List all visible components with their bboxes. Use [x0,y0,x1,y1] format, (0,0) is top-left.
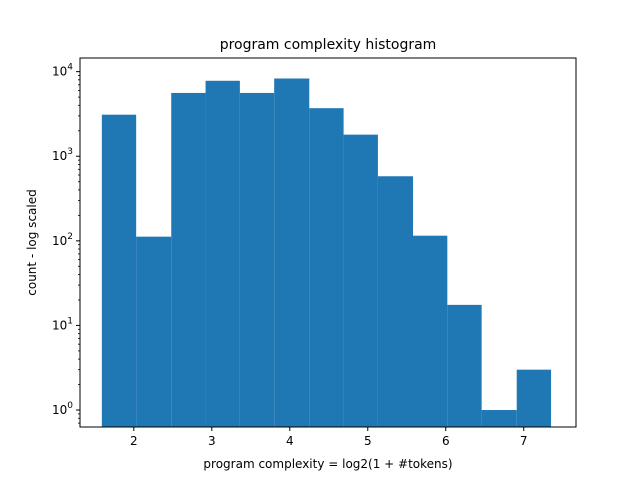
histogram-bar-2 [171,92,206,427]
histogram-bar-3 [205,80,240,427]
histogram-bar-4 [239,92,275,427]
axes-frame [79,57,577,428]
histogram-bar-1 [136,236,172,427]
histogram-bar-9 [413,235,448,427]
histogram-bar-0 [101,114,137,428]
y-tick-label-0: 100 [52,401,73,417]
x-tick-label-2: 4 [286,434,294,448]
y-tick-label-2: 102 [52,232,73,248]
x-tick-label-5: 7 [520,434,528,448]
histogram-bar-11 [481,410,517,427]
bars-group [101,78,552,428]
y-tick-label-3: 103 [52,147,73,163]
histogram-bar-7 [343,134,378,427]
histogram-bar-10 [447,304,482,427]
y-tick-label-1: 101 [52,316,73,332]
ticks-group: 2 3 4 5 6 7 100 101 102 103 104 [52,63,528,448]
x-tick-label-1: 3 [208,434,216,448]
histogram-bar-8 [377,176,413,427]
x-tick-label-0: 2 [130,434,138,448]
x-tick-label-3: 5 [364,434,372,448]
x-tick-label-4: 6 [442,434,450,448]
histogram-bar-6 [309,108,344,428]
x-axis-label: program complexity = log2(1 + #tokens) [203,457,452,471]
histogram-bar-12 [516,369,552,427]
y-axis-label: count - log scaled [25,189,39,295]
chart-title: program complexity histogram [220,37,437,53]
y-tick-label-4: 104 [52,63,73,79]
histogram-bar-5 [274,78,310,427]
